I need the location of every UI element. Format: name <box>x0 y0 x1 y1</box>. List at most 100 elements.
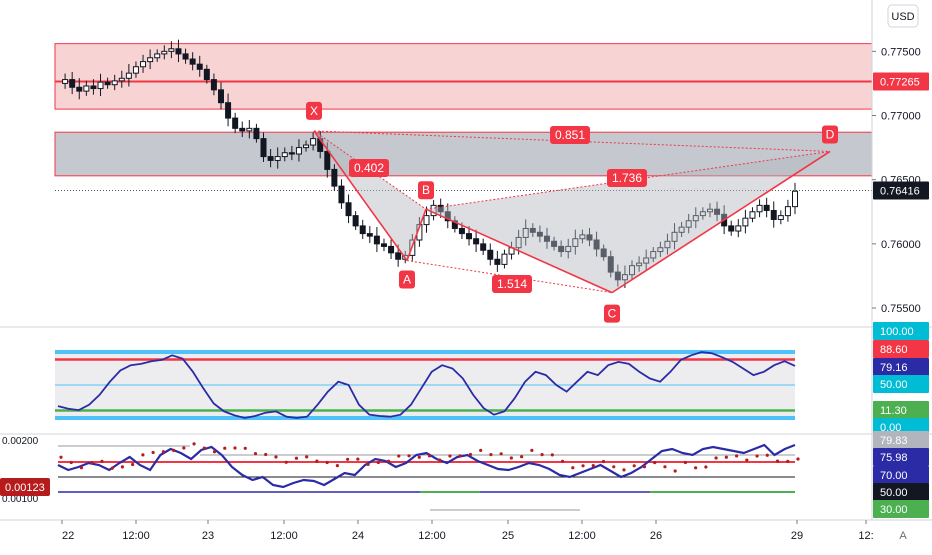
candle <box>763 197 770 218</box>
oscillator-2-level-tag-box <box>873 466 929 484</box>
pattern-ratio-label: 0.851 <box>550 126 590 144</box>
oscillator-2-dot <box>59 455 63 459</box>
time-tick-label: 29 <box>791 530 803 542</box>
oscillator-2-dot <box>622 468 626 472</box>
candle <box>565 238 572 259</box>
time-tick-label: 25 <box>502 530 514 542</box>
oscillator-2-level-tag: 30.00 <box>873 500 929 518</box>
oscillator-2-dot <box>438 458 442 462</box>
candle-body <box>699 211 706 217</box>
candle-body <box>643 257 650 264</box>
candle-body <box>558 245 565 253</box>
candle-body <box>735 225 742 232</box>
time-tick-label: 12:00 <box>418 530 446 542</box>
candle-body <box>132 66 139 74</box>
candle <box>90 79 97 95</box>
oscillator-2-dot <box>663 465 667 469</box>
candle <box>69 72 76 95</box>
candle-body <box>90 85 97 90</box>
candle-body <box>260 138 267 158</box>
candle-body <box>586 234 593 241</box>
candle-body <box>324 150 331 170</box>
oscillator-2-level-tag-box <box>873 483 929 501</box>
oscillator-2-level-tag-text: 30.00 <box>880 504 908 516</box>
candle <box>792 182 798 215</box>
candle-body <box>487 249 494 260</box>
candle <box>650 247 657 263</box>
oscillator-2-dot <box>233 446 237 450</box>
candle <box>636 256 643 272</box>
candle-body <box>579 234 586 240</box>
candle-body <box>777 215 784 220</box>
candle <box>480 238 487 256</box>
currency-button[interactable] <box>887 4 919 28</box>
candle <box>303 140 310 152</box>
candle-body <box>253 127 260 140</box>
candle-body <box>749 211 756 219</box>
oscillator-2-dot <box>243 446 247 450</box>
oscillator-2-dot <box>386 459 391 463</box>
candle-body <box>451 220 458 229</box>
candle-body <box>423 215 430 226</box>
oscillator-2-level-tag-text: 79.83 <box>880 435 908 447</box>
candle <box>288 145 295 161</box>
candle <box>104 77 111 89</box>
candle-body <box>69 79 76 88</box>
candle <box>246 120 253 139</box>
oscillator-level-tag: 79.16 <box>873 358 929 376</box>
oscillator-2-dot <box>796 457 800 461</box>
candle-body <box>621 274 628 281</box>
oscillator-2-dot <box>775 459 780 463</box>
time-tick-label: 24 <box>352 530 364 542</box>
oscillator-2-dot <box>90 461 94 465</box>
candle-body <box>466 233 473 240</box>
oscillator-2-dot <box>571 466 575 470</box>
candle <box>487 243 494 266</box>
oscillator-2-dot <box>407 454 411 458</box>
candle <box>643 249 650 271</box>
candle <box>671 223 678 250</box>
candle <box>260 132 267 163</box>
candle-body <box>607 256 614 273</box>
price-tick-label: 0.76000 <box>881 239 921 251</box>
candle <box>685 213 692 234</box>
candle-body <box>118 77 125 82</box>
candle <box>593 231 600 257</box>
candle-body <box>692 215 699 222</box>
candle-body <box>281 152 288 158</box>
time-tick-label: 12:00 <box>568 530 596 542</box>
candle-body <box>373 235 380 245</box>
oscillator-line <box>57 351 796 419</box>
pattern-ratio-label-box <box>550 126 590 144</box>
candle <box>189 52 196 71</box>
candle-body <box>104 81 111 86</box>
candle-body <box>239 127 246 132</box>
oscillator-2-left-tick: 0.00200 <box>2 436 39 447</box>
oscillator-2-dot <box>550 453 554 457</box>
candle <box>76 78 83 100</box>
candle <box>784 199 791 222</box>
oscillator-2-dot <box>79 466 84 470</box>
candle-body <box>196 63 203 70</box>
pattern-ratio-label-text: 0.851 <box>555 128 585 142</box>
oscillator-2-level-tag: 75.98 <box>873 448 929 466</box>
price-tick-label: 0.75500 <box>881 303 921 315</box>
pattern-point-d-text: D <box>826 127 835 141</box>
pattern-point-x-text: X <box>310 104 318 118</box>
candle <box>62 73 69 89</box>
oscillator-2-dot <box>161 450 165 454</box>
oscillator-2-dot <box>151 450 155 455</box>
oscillator-2-value-tag-text: 0.00123 <box>5 482 45 494</box>
candle <box>182 48 189 64</box>
candle-body <box>551 240 558 247</box>
candle <box>579 229 586 244</box>
price-tick-label: 0.77500 <box>881 46 921 58</box>
oscillator-level-tag: 50.00 <box>873 375 929 393</box>
candle-body <box>458 227 465 235</box>
last-price-tag-box <box>873 181 929 200</box>
candle-body <box>650 251 657 259</box>
oscillator-level-tag-text: 11.30 <box>880 405 907 417</box>
oscillator-2-dot <box>724 455 728 459</box>
oscillator-2-dot <box>653 461 657 465</box>
